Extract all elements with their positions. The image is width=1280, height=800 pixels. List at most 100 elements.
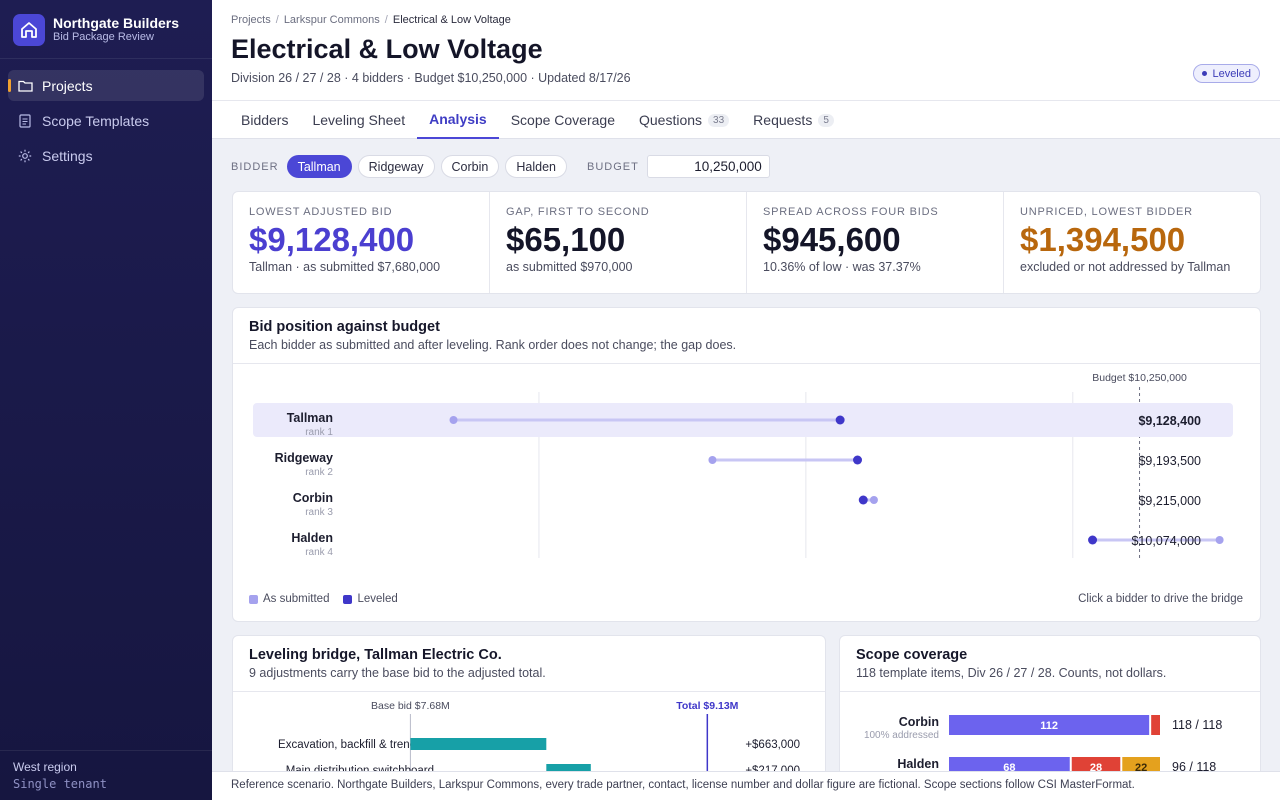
leveled-point — [853, 455, 863, 465]
bidder-name: Halden — [291, 531, 333, 545]
bidder-rank: rank 2 — [305, 467, 333, 478]
budget-input[interactable]: 10,250,000 — [646, 155, 770, 178]
tab-questions[interactable]: Questions 33 — [627, 101, 741, 139]
tab-leveling-sheet[interactable]: Leveling Sheet — [300, 101, 417, 139]
budget-label: Budget $10,250,000 — [1092, 372, 1187, 384]
sidebar-item-scope-templates[interactable]: Scope Templates — [8, 105, 204, 136]
logo-icon — [13, 13, 45, 46]
kpi-label: Gap, first to second — [506, 206, 650, 218]
leveled-value-label: $9,193,500 — [1138, 454, 1201, 468]
coverage-ratio: 118 / 118 — [1172, 718, 1222, 732]
bidder-chip-ridgeway[interactable]: Ridgeway — [357, 155, 435, 178]
tab-count-badge: 5 — [818, 113, 834, 127]
kpi-row: Lowest adjusted bid $9,128,400 Tallman ·… — [232, 191, 1261, 294]
breadcrumb-project[interactable]: Larkspur Commons — [283, 14, 380, 26]
footer-note: Reference scenario. Northgate Builders, … — [212, 771, 1280, 800]
bid-position-card: Bid position against budget Each bidder … — [232, 307, 1261, 622]
submitted-point — [869, 496, 878, 504]
page-header: Projects / Larkspur Commons / Electrical & L… — [212, 0, 1280, 139]
bidder-chip-tallman[interactable]: Tallman — [286, 155, 352, 178]
tab-label: Analysis — [429, 111, 487, 127]
scope-coverage-card: Scope coverage 118 template items, Div 2… — [839, 635, 1261, 785]
tab-label: Scope Coverage — [510, 112, 615, 128]
kpi-value: $945,600 — [763, 221, 901, 258]
bidder-rank: rank 3 — [305, 507, 333, 518]
legend-label: As submitted — [263, 593, 330, 605]
legend-label: Leveled — [357, 593, 398, 605]
kpi-label: Lowest adjusted bid — [249, 206, 393, 218]
folder-icon — [17, 78, 33, 94]
coverage-segment-label: 112 — [1040, 720, 1058, 732]
leveled-value-label: $10,074,000 — [1131, 534, 1201, 548]
kpi-spread: Spread across four bids $945,600 10.36% … — [747, 192, 1004, 293]
coverage-bidder-name: Halden — [897, 757, 939, 771]
kpi-unpriced: Unpriced, lowest bidder $1,394,500 exclu… — [1004, 192, 1260, 293]
status-badge: Leveled — [1193, 64, 1260, 83]
breadcrumb-projects[interactable]: Projects — [231, 14, 271, 26]
breadcrumb-separator: / — [384, 14, 388, 26]
sidebar-item-label: Scope Templates — [42, 112, 150, 129]
bid-position-chart[interactable]: $8M$9M$10MBudget $10,250,000Tallmanrank … — [233, 365, 1260, 565]
leveled-point — [1088, 535, 1098, 545]
submitted-point — [449, 416, 458, 424]
base-label: Base bid $7.68M — [371, 700, 450, 712]
tab-label: Requests — [753, 112, 813, 128]
sidebar: Northgate Builders Bid Package Review Pr… — [0, 0, 212, 800]
step-bar — [410, 738, 547, 750]
card-subtitle: Each bidder as submitted and after level… — [249, 338, 737, 352]
kpi-note: Tallman · as submitted $7,680,000 — [249, 260, 441, 274]
sidebar-item-settings[interactable]: Settings — [8, 140, 204, 171]
bidder-chip-corbin[interactable]: Corbin — [440, 155, 500, 178]
bidder-rank: rank 1 — [305, 427, 333, 438]
brand[interactable]: Northgate Builders Bid Package Review — [0, 0, 212, 59]
status-dot-icon — [1202, 71, 1208, 76]
leveled-value-label: $9,128,400 — [1138, 414, 1201, 428]
tab-bar: Bidders Leveling Sheet Analysis Scope Co… — [212, 100, 1280, 139]
bidder-filter-label: BIDDER — [231, 160, 279, 173]
breadcrumb-current: Electrical & Low Voltage — [392, 14, 511, 26]
status-label: Leveled — [1212, 67, 1251, 80]
breadcrumb: Projects / Larkspur Commons / Electrical & L… — [231, 14, 511, 26]
tab-requests[interactable]: Requests 5 — [741, 101, 846, 139]
sidebar-item-projects[interactable]: Projects — [8, 70, 204, 101]
submitted-point — [1215, 536, 1224, 544]
app-subtitle: Bid Package Review — [53, 30, 154, 43]
leveled-value-label: $9,215,000 — [1138, 494, 1201, 508]
kpi-gap: Gap, first to second $65,100 as submitte… — [490, 192, 747, 293]
tab-scope-coverage[interactable]: Scope Coverage — [499, 101, 627, 139]
card-title: Leveling bridge, Tallman Electric Co. — [249, 647, 502, 663]
bidder-name: Tallman — [287, 411, 333, 425]
kpi-value: $65,100 — [506, 221, 626, 258]
legend-swatch-leveled — [343, 594, 353, 604]
sidebar-nav: Projects Scope Templates Settings — [0, 59, 212, 171]
card-subtitle: 9 adjustments carry the base bid to the … — [249, 666, 546, 680]
kpi-label: Spread across four bids — [763, 206, 939, 218]
sidebar-footer: West region Single tenant — [0, 750, 212, 800]
card-title: Bid position against budget — [249, 319, 440, 335]
tab-analysis[interactable]: Analysis — [417, 101, 499, 139]
budget-label: BUDGET — [586, 160, 639, 173]
leveled-point — [835, 415, 845, 425]
kpi-note: excluded or not addressed by Tallman — [1020, 260, 1231, 274]
tab-bidders[interactable]: Bidders — [229, 101, 300, 139]
submitted-point — [708, 456, 717, 464]
breadcrumb-separator: / — [275, 14, 279, 26]
chart-hint: Click a bidder to drive the bridge — [1078, 593, 1243, 605]
coverage-ratio: 96 / 118 — [1172, 760, 1216, 774]
tab-label: Leveling Sheet — [312, 112, 406, 128]
coverage-segment — [949, 715, 1150, 735]
tab-label: Questions — [639, 112, 703, 128]
chart-legend: As submitted Leveled — [249, 593, 412, 605]
step-value: +$663,000 — [745, 739, 800, 751]
coverage-segment — [1151, 715, 1160, 735]
bidder-chip-halden[interactable]: Halden — [505, 155, 567, 178]
total-label: Total $9.13M — [676, 700, 738, 712]
bidder-name: Ridgeway — [275, 451, 333, 465]
page-subtitle: Division 26 / 27 / 28 · 4 bidders · Budg… — [231, 71, 631, 85]
step-label: Excavation, backfill & trenchi... — [278, 739, 434, 751]
tenant-label: Single tenant — [13, 777, 107, 791]
tab-count-badge: 33 — [708, 113, 730, 127]
leveling-bridge-card: Leveling bridge, Tallman Electric Co. 9 … — [232, 635, 826, 785]
legend-swatch-submitted — [249, 594, 258, 604]
kpi-label: Unpriced, lowest bidder — [1020, 206, 1193, 218]
